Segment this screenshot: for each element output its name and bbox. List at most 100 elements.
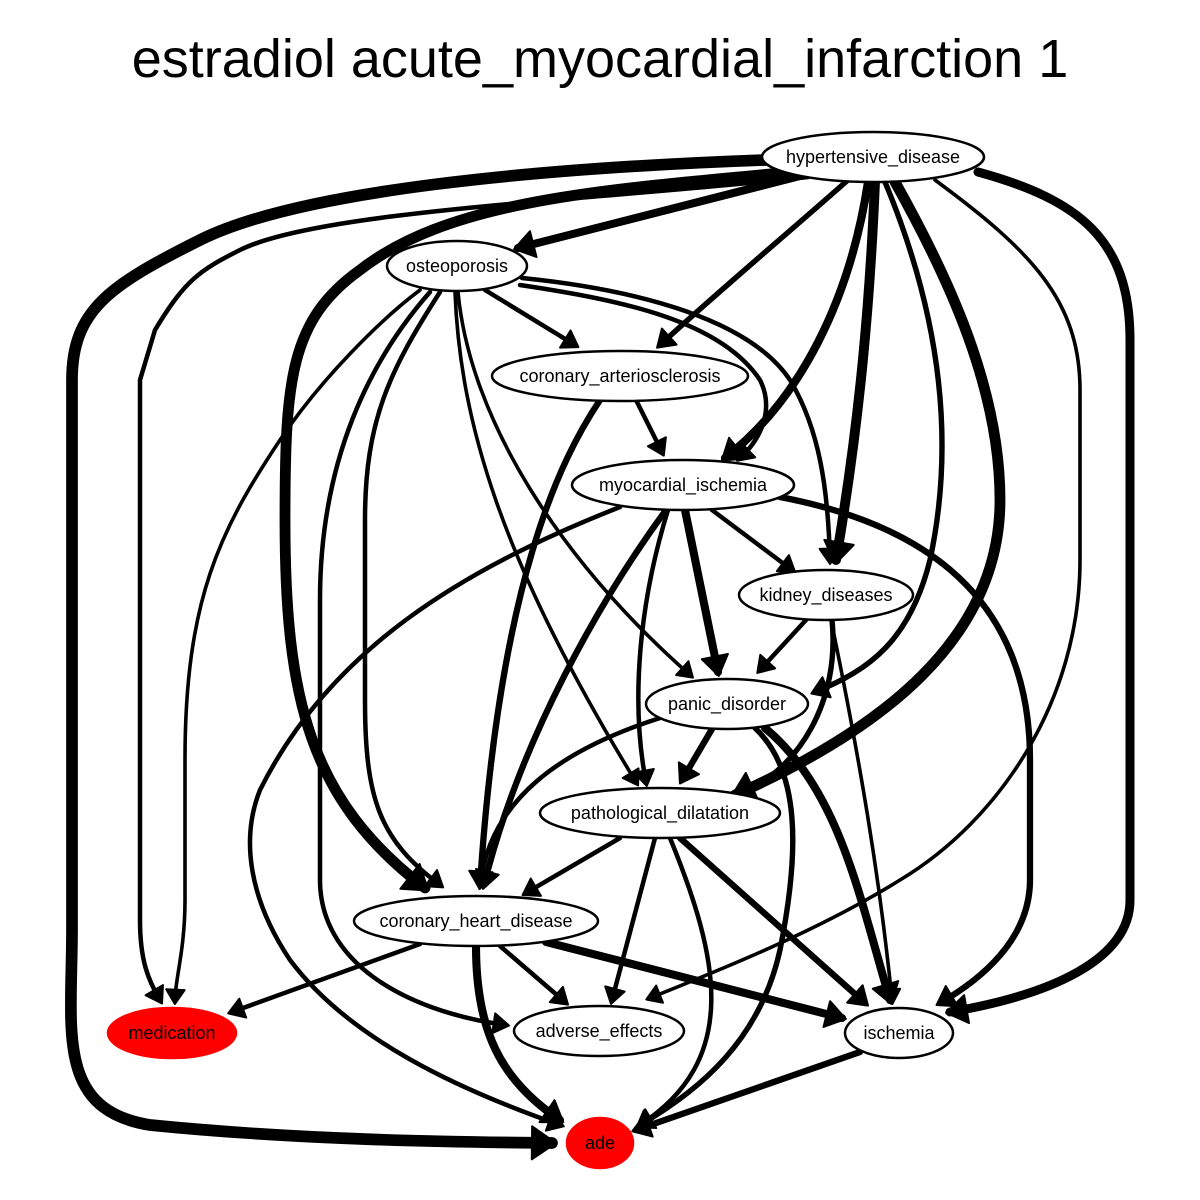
node-medication[interactable]: medication [106,1006,238,1060]
edge-osteoporosis-to-myocardial_ischemia [517,282,769,462]
edge-myocardial_ischemia-to-ischemia [776,493,1034,1008]
edge-line [676,834,869,1007]
edge-line [137,174,811,1003]
node-ellipse [538,786,782,840]
edge-pathological_dilatation-to-ischemia [676,834,869,1007]
node-ischemia[interactable]: ischemia [843,1006,955,1060]
edge-line [519,275,833,563]
edge-pathological_dilatation-to-coronary_heart_disease [521,835,623,897]
edge-coronary_heart_disease-to-ischemia [541,937,847,1028]
edge-myocardial_ischemia-to-kidney_diseases [709,507,797,574]
edge-line [680,505,723,677]
node-adverse-effects[interactable]: adverse_effects [512,1004,686,1058]
node-label: coronary_arteriosclerosis [519,366,720,387]
edge-line [317,289,508,1028]
node-osteoporosis[interactable]: osteoporosis [385,239,529,293]
edge-arrowhead [423,869,445,889]
edge-osteoporosis-to-kidney_diseases [519,275,841,565]
edge-arrowhead [645,984,665,1004]
edge-osteoporosis-to-panic_disorder [456,290,694,679]
node-ellipse [565,1116,635,1170]
edge-arrowhead [935,985,959,1008]
edge-ischemia-to-ade [631,1048,864,1138]
node-kidney-diseases[interactable]: kidney_diseases [737,568,915,622]
edge-osteoporosis-to-coronary_arteriosclerosis [482,287,580,349]
edge-line [453,290,638,784]
edge-arrowhead [818,547,841,565]
edge-panic_disorder-to-coronary_heart_disease [470,715,663,890]
node-ellipse [385,239,529,293]
edge-hypertensive_disease-to-ade [65,154,771,1161]
edge-arrowhead [646,436,667,457]
node-label: pathological_dilatation [571,803,749,824]
edge-arrowhead [513,230,538,258]
node-coronary-heart-disease[interactable]: coronary_heart_disease [352,894,600,948]
edge-line [247,504,623,1128]
node-ellipse [760,130,986,184]
edge-line [729,176,1006,801]
node-label: myocardial_ischemia [599,475,768,496]
edge-arrowhead [871,980,900,1005]
node-hypertensive-disease[interactable]: hypertensive_disease [760,130,986,184]
node-label: coronary_heart_disease [379,911,572,932]
node-coronary-arteriosclerosis[interactable]: coronary_arteriosclerosis [490,349,750,403]
node-panic-disorder[interactable]: panic_disorder [644,677,810,731]
graph-title: estradiol acute_myocardial_infarction 1 [131,29,1069,89]
edge-arrowhead [756,653,777,674]
node-ellipse [737,568,915,622]
edge-line [720,177,873,463]
node-ellipse [843,1006,955,1060]
edge-arrowhead [227,997,248,1019]
edge-line [456,290,692,677]
edge-line [523,835,623,896]
edge-line [636,507,671,785]
node-label: osteoporosis [406,256,508,276]
edge-osteoporosis-to-adverse_effects [317,289,510,1035]
edge-arrowhead [559,329,580,349]
edge-coronary_heart_disease-to-adverse_effects [497,943,570,1006]
edge-coronary_arteriosclerosis-to-myocardial_ischemia [633,397,667,457]
edge-line [497,943,568,1005]
edge-arrowhead [144,984,164,1005]
edge-line [173,288,422,1002]
edge-arrowhead [548,985,570,1006]
node-ellipse [644,677,810,731]
edge-line [229,941,423,1015]
node-label: hypertensive_disease [786,147,960,168]
edge-myocardial_ischemia-to-pathological_dilatation [633,507,671,787]
node-label: ischemia [863,1023,935,1043]
node-ade[interactable]: ade [565,1116,635,1170]
edge-line [709,507,795,573]
edge-arrowhead [775,554,797,574]
edge-arrowhead [491,1012,510,1035]
edge-line [831,177,880,565]
edge-arrowhead [675,660,694,679]
edge-line [829,618,894,1002]
edge-line [812,179,945,695]
edge-line [65,154,771,1149]
edge-line [735,617,836,798]
node-label: ade [585,1133,615,1153]
edge-arrowhead [521,877,542,897]
node-label: panic_disorder [668,694,786,715]
edge-arrowhead [700,652,729,677]
edge-myocardial_ischemia-to-panic_disorder [680,505,729,677]
edge-arrowhead [470,871,493,890]
edge-line [513,171,805,253]
edge-arrowhead [538,1099,565,1124]
edge-hypertensive_disease-to-medication [137,174,811,1005]
edge-arrowhead [677,761,700,785]
edge-coronary_heart_disease-to-ade [471,941,565,1125]
edge-line [517,282,769,461]
edge-line [541,937,847,1023]
edge-line [477,715,663,888]
edge-line [476,396,604,889]
node-label: kidney_diseases [759,585,892,606]
edge-line [637,835,714,1128]
node-label: medication [128,1023,215,1043]
node-myocardial-ischemia[interactable]: myocardial_ischemia [570,458,796,512]
edge-line [362,289,443,888]
node-layer: hypertensive_disease osteoporosis coronary… [106,130,986,1170]
node-pathological-dilatation[interactable]: pathological_dilatation [538,786,782,840]
edge-kidney_diseases-to-panic_disorder [756,617,809,674]
